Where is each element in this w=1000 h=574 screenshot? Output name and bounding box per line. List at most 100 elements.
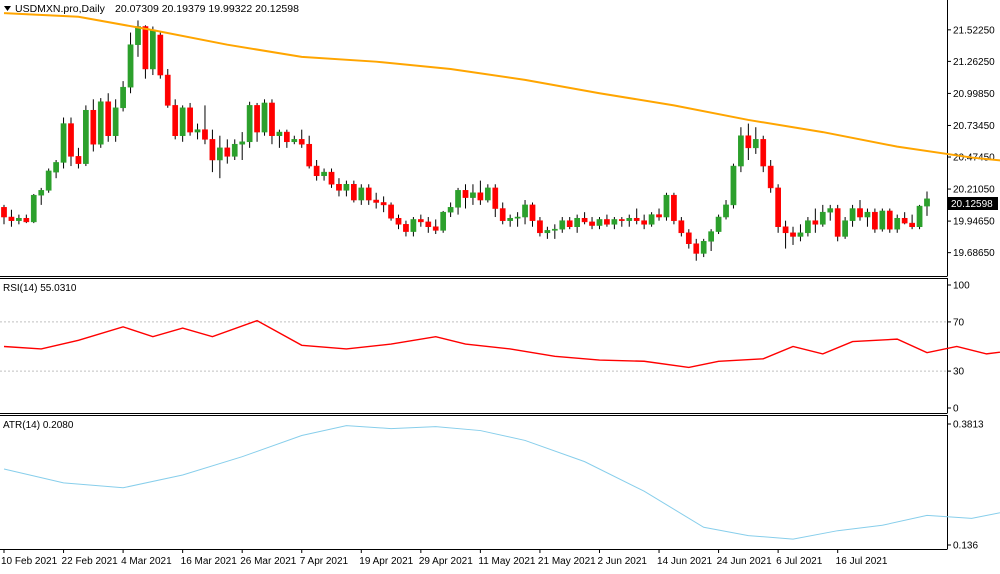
candlestick-series <box>1 20 930 261</box>
time-tick-label: 16 Jul 2021 <box>836 556 888 567</box>
candle-body <box>60 123 67 163</box>
candle-body <box>581 217 588 223</box>
ohlc-values: 20.07309 20.19379 19.99322 20.12598 <box>115 3 299 15</box>
atr-axis: 0.3813 0.136 <box>947 420 984 552</box>
candle-body <box>179 107 186 136</box>
candle-body <box>633 217 640 221</box>
candle-body <box>894 217 901 230</box>
candle-body <box>90 109 97 145</box>
candle-body <box>440 211 447 231</box>
candle-body <box>306 143 313 167</box>
candle-body <box>901 217 908 224</box>
candle-body <box>834 208 841 237</box>
candle-body <box>924 198 930 207</box>
candle-body <box>544 230 551 234</box>
candle-body <box>641 220 648 225</box>
candle-body <box>909 222 915 227</box>
candle-body <box>388 204 394 219</box>
candle-body <box>872 211 878 230</box>
candle-body <box>842 220 848 237</box>
price-tick-label: 21.26250 <box>953 57 995 68</box>
price-tick-label: 19.94650 <box>953 217 995 228</box>
time-tick-label: 19 Apr 2021 <box>359 556 413 567</box>
candle-body <box>604 219 610 225</box>
candle-body <box>75 156 82 164</box>
candle-body <box>916 205 923 227</box>
candle-body <box>537 220 543 234</box>
candle-body <box>745 135 752 149</box>
candle-body <box>403 224 409 232</box>
price-axis: 21.5225021.2625020.9985020.7345020.47450… <box>947 25 995 259</box>
moving-average-line <box>3 12 1000 162</box>
candle-body <box>477 192 484 201</box>
candle-body <box>432 226 439 231</box>
candle-body <box>283 131 290 143</box>
candle-body <box>298 139 305 145</box>
candle-body <box>380 202 387 206</box>
candle-body <box>231 143 238 157</box>
dropdown-triangle-icon[interactable] <box>4 6 11 11</box>
candle-body <box>886 210 893 230</box>
candle-body <box>269 102 275 136</box>
candle-body <box>53 162 59 173</box>
candle-body <box>648 214 655 225</box>
candle-body <box>849 208 856 221</box>
candle-body <box>559 220 566 230</box>
time-tick-label: 29 Apr 2021 <box>419 556 473 567</box>
price-tick-label: 19.68650 <box>953 248 995 259</box>
candle-body <box>246 105 253 143</box>
candle-body <box>805 220 811 234</box>
atr-tick-label: 0.136 <box>953 541 978 552</box>
candle-body <box>678 220 685 234</box>
candle-body <box>827 208 834 213</box>
candle-body <box>328 171 335 185</box>
candle-body <box>417 219 424 223</box>
candle-body <box>83 109 89 164</box>
time-tick-label: 22 Feb 2021 <box>62 556 119 567</box>
candle-body <box>879 210 886 230</box>
rsi-axis: 100 70 30 0 <box>0 281 970 415</box>
candle-body <box>723 204 729 218</box>
candle-body <box>484 187 491 201</box>
price-tick-label: 20.99850 <box>953 89 995 100</box>
time-tick-label: 2 Jun 2021 <box>597 556 647 567</box>
candle-body <box>685 232 692 244</box>
candle-body <box>656 214 662 218</box>
candle-body <box>254 105 260 133</box>
rsi-tick-label: 0 <box>953 404 959 415</box>
candle-body <box>470 192 476 198</box>
candle-body <box>16 217 22 221</box>
candle-body <box>462 190 469 198</box>
candle-body <box>425 221 432 227</box>
candle-body <box>715 216 722 232</box>
candle-body <box>663 194 670 218</box>
candle-body <box>187 107 193 133</box>
candle-body <box>857 208 863 218</box>
candle-body <box>336 184 342 191</box>
time-tick-label: 26 Mar 2021 <box>240 556 297 567</box>
candle-body <box>194 129 201 133</box>
atr-line <box>3 425 1000 540</box>
time-axis: 10 Feb 2021 22 Feb 2021 4 Mar 2021 16 Mar 2… <box>1 549 888 567</box>
candle-body <box>23 217 30 223</box>
candle-body <box>395 217 402 225</box>
atr-label: ATR(14) 0.2080 <box>3 420 74 431</box>
time-tick-label: 6 Jul 2021 <box>776 556 823 567</box>
price-tick-label: 21.52250 <box>953 25 995 36</box>
rsi-tick-label: 30 <box>953 367 965 378</box>
symbol-label: USDMXN.pro,Daily <box>15 3 106 15</box>
rsi-label: RSI(14) 55.0310 <box>3 283 77 294</box>
candle-body <box>447 207 454 213</box>
candle-body <box>164 74 171 106</box>
candle-body <box>752 139 759 149</box>
candle-body <box>574 217 581 227</box>
time-tick-label: 14 Jun 2021 <box>657 556 712 567</box>
time-tick-label: 4 Mar 2021 <box>121 556 172 567</box>
candle-body <box>507 217 514 221</box>
time-tick-label: 10 Feb 2021 <box>1 556 58 567</box>
candle-body <box>30 194 37 223</box>
candle-body <box>492 187 499 209</box>
price-tick-label: 20.21050 <box>953 185 995 196</box>
